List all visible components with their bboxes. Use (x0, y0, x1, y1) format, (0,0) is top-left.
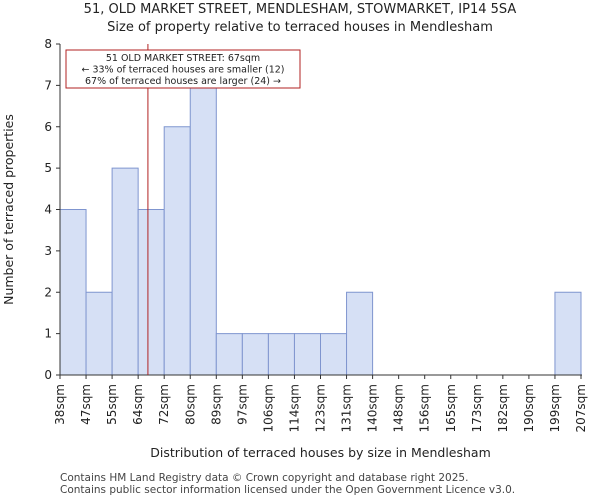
x-tick-label: 173sqm (470, 384, 484, 432)
annotation-line-3: 67% of terraced houses are larger (24) → (85, 76, 281, 87)
histogram-bar (163, 126, 191, 376)
y-axis-title: Number of terraced properties (1, 114, 16, 305)
x-tick-label: 207sqm (574, 384, 588, 432)
footer-line-1: Contains HM Land Registry data © Crown c… (60, 472, 469, 484)
x-tick-label: 64sqm (131, 384, 145, 425)
y-tick-label: 2 (44, 285, 52, 299)
x-tick-label: 97sqm (235, 384, 249, 425)
x-tick-label: 55sqm (105, 384, 119, 425)
x-tick-label: 38sqm (53, 384, 67, 425)
x-tick-label: 140sqm (366, 384, 380, 432)
histogram-bar (346, 291, 374, 376)
histogram-bar (111, 167, 139, 376)
x-tick-label: 148sqm (392, 384, 406, 432)
y-tick-label: 3 (44, 244, 52, 258)
x-tick-label: 123sqm (314, 384, 328, 432)
x-tick-label: 80sqm (183, 384, 197, 425)
x-tick-label: 156sqm (418, 384, 432, 432)
y-tick-label: 6 (44, 120, 52, 134)
annotation-line-2: ← 33% of terraced houses are smaller (12… (81, 65, 284, 76)
histogram-bar (293, 333, 322, 376)
x-tick-label: 131sqm (340, 384, 354, 432)
x-tick-label: 106sqm (261, 384, 275, 432)
chart-subtitle: Size of property relative to terraced ho… (107, 20, 493, 35)
histogram-bar (215, 333, 243, 376)
histogram-bar (137, 209, 165, 376)
histogram-bar (554, 291, 582, 376)
y-tick-label: 0 (44, 368, 52, 382)
x-axis-title: Distribution of terraced houses by size … (150, 445, 491, 460)
x-tick-label: 165sqm (444, 384, 458, 432)
y-tick-label: 7 (44, 78, 52, 92)
y-tick-label: 4 (44, 203, 52, 217)
histogram-bar (189, 84, 217, 376)
x-tick-label: 114sqm (287, 384, 301, 432)
x-tick-label: 47sqm (79, 384, 93, 425)
x-tick-label: 199sqm (548, 384, 562, 432)
y-tick-label: 1 (44, 327, 52, 341)
histogram-bar (267, 333, 295, 376)
y-tick-label: 5 (44, 161, 52, 175)
annotation-box (65, 49, 301, 89)
histogram-bar (59, 209, 87, 376)
histogram-bar (241, 333, 269, 376)
x-tick-label: 72sqm (157, 384, 171, 425)
y-tick-label: 8 (44, 37, 52, 51)
annotation-line-1: 51 OLD MARKET STREET: 67sqm (106, 53, 260, 64)
x-tick-label: 182sqm (496, 384, 510, 432)
histogram-bar (320, 333, 348, 376)
x-tick-label: 190sqm (522, 384, 536, 432)
histogram-bar (85, 291, 113, 376)
footer-line-2: Contains public sector information licen… (60, 484, 516, 496)
x-tick-label: 89sqm (209, 384, 223, 425)
chart-title: 51, OLD MARKET STREET, MENDLESHAM, STOWM… (83, 2, 517, 17)
